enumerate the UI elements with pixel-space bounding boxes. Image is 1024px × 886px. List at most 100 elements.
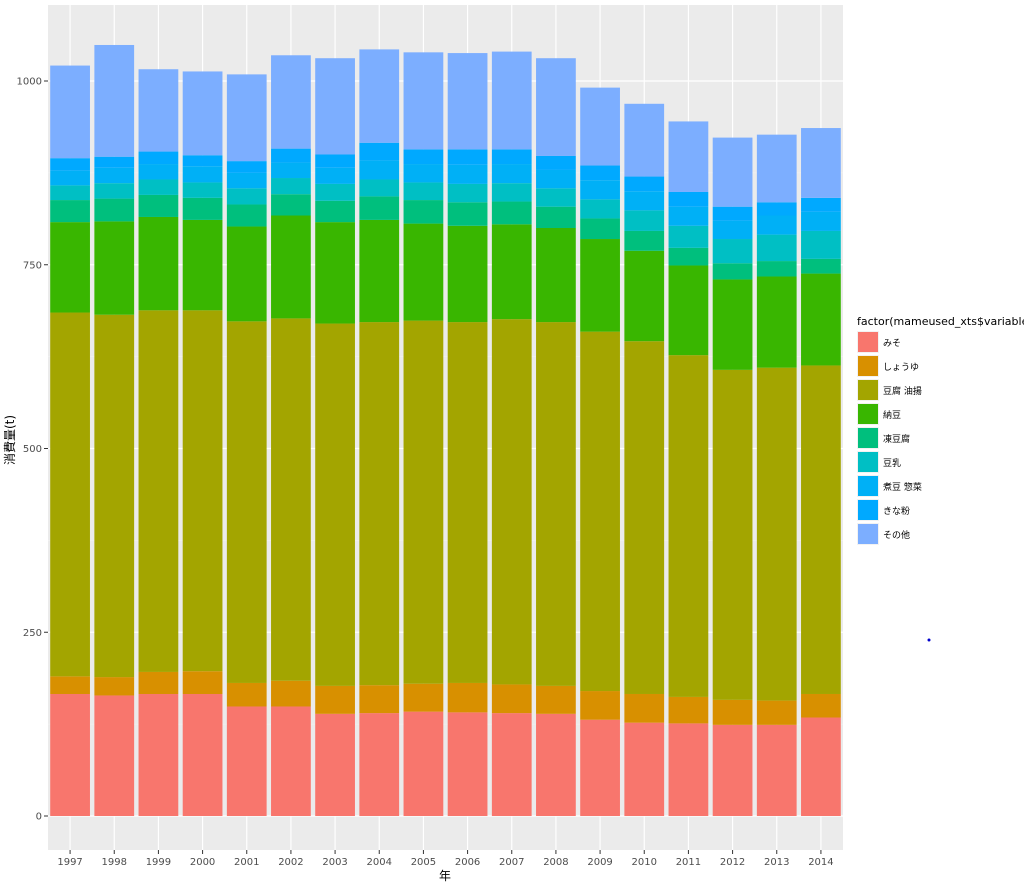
bar-segment xyxy=(403,683,444,712)
bar-segment xyxy=(226,172,267,189)
bar-segment xyxy=(712,137,753,207)
bar-segment xyxy=(271,706,311,816)
bar-segment xyxy=(668,265,709,356)
bar-segment xyxy=(403,164,444,183)
bar-segment xyxy=(624,250,665,342)
bar-segment xyxy=(756,134,797,203)
bar-segment xyxy=(94,314,135,678)
bar-segment xyxy=(182,219,223,311)
bar-segment xyxy=(50,693,90,816)
y-tick-label: 500 xyxy=(23,444,42,455)
bar-segment xyxy=(668,355,709,697)
bar-segment xyxy=(138,310,179,672)
bar-segment xyxy=(94,695,135,816)
bar-segment xyxy=(801,230,841,259)
bar-segment xyxy=(801,197,841,212)
bar-segment xyxy=(580,165,620,181)
bar-segment xyxy=(226,161,267,173)
legend-label: その他 xyxy=(883,529,910,541)
bar-segment xyxy=(271,318,311,681)
plot-panel xyxy=(48,5,843,850)
bar-segment xyxy=(315,713,355,816)
bar-segment xyxy=(712,220,753,240)
bar-segment xyxy=(50,222,90,313)
bar-segment xyxy=(447,202,488,226)
bar-segment xyxy=(359,685,400,714)
bar-segment xyxy=(315,154,355,168)
bar-segment xyxy=(315,200,355,223)
legend-label: みそ xyxy=(883,338,901,349)
bar-segment xyxy=(624,191,665,211)
x-tick-label: 2001 xyxy=(234,857,259,868)
bar-segment xyxy=(271,148,311,163)
bar-segment xyxy=(226,74,267,162)
bar-segment xyxy=(138,164,179,180)
bar-segment xyxy=(182,693,223,816)
bar-segment xyxy=(138,179,179,195)
bar-segment xyxy=(624,176,665,192)
bar-segment xyxy=(94,44,135,157)
y-axis-title: 消費量(t) xyxy=(2,415,17,465)
legend-swatch xyxy=(858,380,878,400)
bar-segment xyxy=(403,223,444,321)
bar-segment xyxy=(359,179,400,197)
bar-segment xyxy=(536,713,576,816)
legend-swatch xyxy=(858,452,878,472)
bar-segment xyxy=(182,155,223,167)
legend-swatch xyxy=(858,428,878,448)
bar-segment xyxy=(182,197,223,220)
bar-segment xyxy=(94,198,135,222)
bar-segment xyxy=(756,724,797,816)
legend-label: きな粉 xyxy=(883,505,910,517)
bar-segment xyxy=(801,717,841,816)
bar-segment xyxy=(756,202,797,216)
bar-segment xyxy=(536,188,576,207)
legend-label: しょうゆ xyxy=(883,362,919,373)
bar-segment xyxy=(491,183,532,202)
bar-segment xyxy=(138,216,179,311)
bar-segment xyxy=(668,723,709,816)
x-tick-label: 2008 xyxy=(543,857,568,868)
bar-segment xyxy=(359,219,400,323)
x-tick-label: 2009 xyxy=(587,857,612,868)
y-tick-label: 250 xyxy=(23,628,42,639)
bar-segment xyxy=(712,724,753,816)
bar-segment xyxy=(580,218,620,240)
bar-segment xyxy=(226,321,267,683)
bar-segment xyxy=(536,169,576,189)
stray-dot xyxy=(927,638,931,642)
bar-segment xyxy=(447,712,488,816)
bar-segment xyxy=(801,258,841,274)
bar-segment xyxy=(403,711,444,816)
bar-segment xyxy=(94,221,135,315)
bar-segment xyxy=(801,693,841,718)
bar-segment xyxy=(226,226,267,322)
x-tick-label: 2011 xyxy=(676,857,701,868)
bar-segment xyxy=(138,69,179,152)
x-tick-label: 2000 xyxy=(190,857,215,868)
bar-segment xyxy=(491,51,532,150)
bar-segment xyxy=(226,682,267,707)
bar-segment xyxy=(491,149,532,165)
bar-segment xyxy=(801,211,841,231)
bar-segment xyxy=(138,693,179,816)
x-axis: 1997 1998 1999 2000 2001 2002 2003 2004 2005 2006… xyxy=(57,850,834,868)
bar-segment xyxy=(403,52,444,150)
y-tick-label: 750 xyxy=(23,260,42,271)
legend-label: 豆腐 油揚 xyxy=(883,385,922,397)
x-tick-label: 2012 xyxy=(720,857,745,868)
bar-segment xyxy=(271,55,311,149)
bar-segment xyxy=(668,225,709,248)
x-tick-label: 2002 xyxy=(278,857,303,868)
bar-segment xyxy=(315,685,355,714)
bar-segment xyxy=(491,713,532,816)
legend-swatch xyxy=(858,332,878,352)
legend-label: 豆乳 xyxy=(883,457,901,469)
bar-segment xyxy=(50,676,90,694)
bar-segment xyxy=(403,149,444,165)
legend-label: 凍豆腐 xyxy=(883,433,910,445)
bar-segment xyxy=(580,180,620,200)
legend-title: factor(mameused_xts$variable) xyxy=(857,315,1024,328)
x-tick-label: 1998 xyxy=(102,857,127,868)
